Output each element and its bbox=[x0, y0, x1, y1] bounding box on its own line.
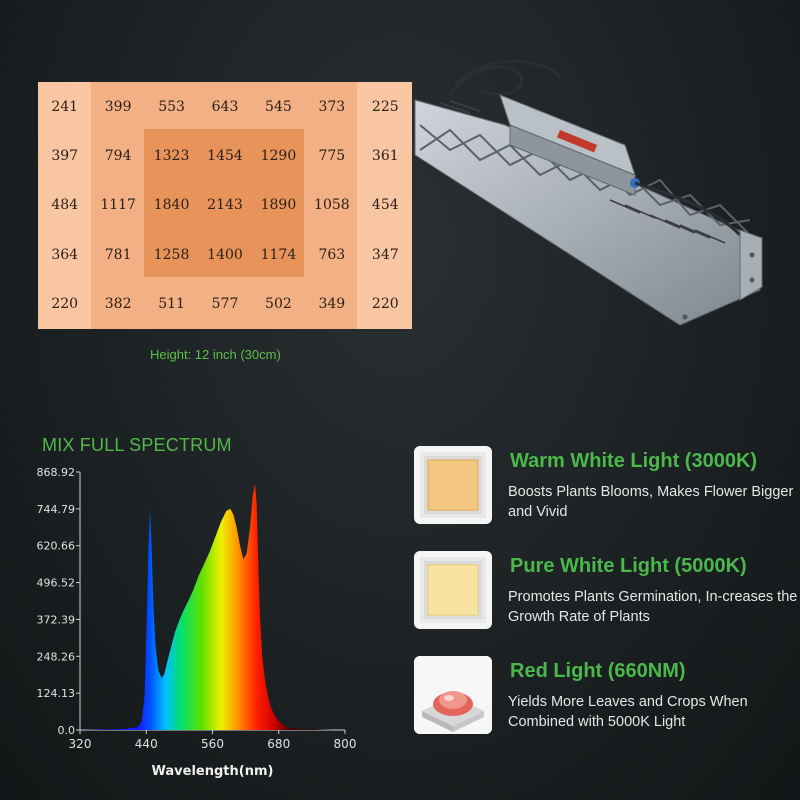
ppfd-cell: 225 bbox=[371, 98, 399, 115]
ppfd-cell: 373 bbox=[318, 98, 346, 115]
ppfd-cell: 220 bbox=[51, 296, 79, 313]
led-description: Boosts Plants Blooms, Makes Flower Bigge… bbox=[508, 484, 794, 520]
y-tick-label: 248.26 bbox=[37, 650, 76, 663]
ppfd-cell: 1454 bbox=[207, 148, 243, 165]
y-tick-label: 372.39 bbox=[37, 613, 76, 626]
ppfd-cell: 577 bbox=[211, 296, 239, 313]
ppfd-cell: 347 bbox=[371, 246, 399, 263]
ppfd-cell: 349 bbox=[318, 296, 346, 313]
pure-white-led-chip-icon bbox=[414, 551, 492, 629]
ppfd-cell: 397 bbox=[51, 148, 79, 165]
ppfd-cell: 241 bbox=[51, 98, 79, 115]
ppfd-cell: 775 bbox=[318, 148, 346, 165]
ppfd-cell: 1290 bbox=[260, 148, 297, 165]
x-tick-label: 320 bbox=[69, 737, 92, 751]
red-led-chip-icon bbox=[414, 656, 492, 734]
led-card-warm-white: Warm White Light (3000K) Boosts Plants B… bbox=[414, 446, 794, 526]
height-label: Height: 12 inch (30cm) bbox=[150, 347, 281, 362]
grow-light-fixture-image bbox=[414, 60, 763, 326]
led-description: Promotes Plants Germination, In-creases … bbox=[508, 589, 798, 625]
ppfd-cell: 545 bbox=[265, 98, 292, 115]
y-tick-label: 496.52 bbox=[37, 577, 76, 590]
ppfd-cell: 2143 bbox=[207, 197, 243, 214]
x-tick-label: 680 bbox=[267, 737, 290, 751]
ppfd-cell: 382 bbox=[104, 296, 132, 313]
led-title: Red Light (660NM) bbox=[510, 660, 686, 682]
ppfd-cell: 399 bbox=[104, 98, 132, 115]
ppfd-core-zone bbox=[144, 129, 304, 277]
led-card-pure-white: Pure White Light (5000K) Promotes Plants… bbox=[414, 551, 797, 631]
y-tick-label: 868.92 bbox=[37, 466, 76, 479]
ppfd-cell: 1400 bbox=[207, 246, 243, 263]
ppfd-cell: 364 bbox=[51, 246, 79, 263]
led-description: Yields More Leaves and Crops When Combin… bbox=[508, 694, 748, 730]
y-tick-label: 124.13 bbox=[37, 687, 76, 700]
ppfd-cell: 511 bbox=[158, 296, 185, 313]
y-tick-label: 744.79 bbox=[37, 503, 76, 516]
led-title: Warm White Light (3000K) bbox=[510, 450, 758, 472]
ppfd-cell: 1174 bbox=[260, 246, 297, 263]
x-axis-label: Wavelength(nm) bbox=[152, 764, 274, 779]
y-axis-ticks: 0.0 124.13 248.26 372.39 496.52 620.66 744.79 8… bbox=[37, 466, 80, 737]
ppfd-cell: 1323 bbox=[153, 148, 190, 165]
x-tick-label: 560 bbox=[201, 737, 224, 751]
ppfd-cell: 1258 bbox=[153, 246, 190, 263]
spectrum-area bbox=[80, 483, 345, 730]
ppfd-cell: 1840 bbox=[153, 197, 190, 214]
ppfd-cell: 794 bbox=[104, 148, 132, 165]
ppfd-cell: 643 bbox=[211, 98, 239, 115]
x-axis-ticks: 320 440 560 680 800 bbox=[69, 730, 357, 751]
y-tick-label: 0.0 bbox=[58, 724, 76, 737]
x-tick-label: 440 bbox=[135, 737, 158, 751]
ppfd-cell: 361 bbox=[371, 148, 399, 165]
ppfd-cell: 553 bbox=[158, 98, 185, 115]
ppfd-cell: 763 bbox=[318, 246, 346, 263]
warm-white-led-chip-icon bbox=[414, 446, 492, 524]
spectrum-chart: 0.0 124.13 248.26 372.39 496.52 620.66 744.79 8… bbox=[37, 466, 357, 779]
ppfd-cell: 502 bbox=[265, 296, 292, 313]
ppfd-cell: 220 bbox=[371, 296, 399, 313]
ppfd-cell: 1117 bbox=[100, 197, 136, 214]
ppfd-cell: 454 bbox=[371, 197, 399, 214]
ppfd-cell: 781 bbox=[104, 246, 132, 263]
ppfd-cell: 1058 bbox=[314, 197, 350, 214]
y-tick-label: 620.66 bbox=[37, 540, 76, 553]
led-card-red: Red Light (660NM) Yields More Leaves and… bbox=[414, 656, 794, 736]
ppfd-cell: 484 bbox=[51, 197, 79, 214]
ppfd-grid: 241 399 553 643 545 373 225 397 794 1323 1454 1290 7… bbox=[38, 82, 412, 329]
spectrum-title: MIX FULL SPECTRUM bbox=[42, 435, 232, 455]
ppfd-cell: 1890 bbox=[260, 197, 297, 214]
x-tick-label: 800 bbox=[334, 737, 357, 751]
led-title: Pure White Light (5000K) bbox=[510, 555, 747, 577]
